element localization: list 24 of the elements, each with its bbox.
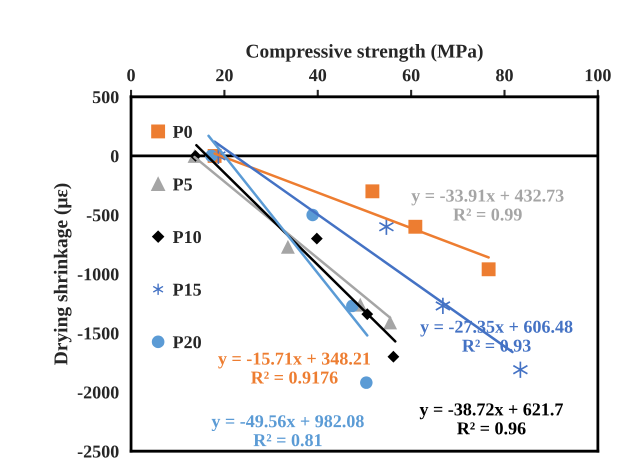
y-tick-label: -1500 xyxy=(78,327,119,340)
y-tick-label: 500 xyxy=(92,91,119,104)
legend-label: P15 xyxy=(172,284,201,296)
y-tick-label: -2000 xyxy=(78,386,119,399)
x-tick-label: 80 xyxy=(496,69,513,82)
y-tick-label: -2500 xyxy=(78,445,119,458)
legend-label: P10 xyxy=(172,230,201,244)
y-tick-label: 0 xyxy=(110,150,119,162)
annotation: y = -38.72x + 621.7 R² = 0.96 xyxy=(420,403,563,435)
x-tick-label: 40 xyxy=(308,69,326,82)
y-axis-title: Drying shrinkage (με) xyxy=(54,184,72,365)
x-tick-label: 60 xyxy=(402,69,420,82)
annotation: y = -49.56x + 982.08 R² = 0.81 xyxy=(212,415,364,446)
annotation: y = -33.91x + 432.73 R² = 0.99 xyxy=(411,190,564,221)
legend-label: P5 xyxy=(172,178,192,191)
x-tick-label: 0 xyxy=(127,69,135,82)
x-axis-title: Compressive strength (MPa) xyxy=(246,44,483,62)
y-tick-label: -1000 xyxy=(78,268,119,280)
legend-label: P20 xyxy=(172,336,201,348)
y-tick-label: -500 xyxy=(86,209,119,222)
x-tick-label: 100 xyxy=(586,69,611,82)
x-tick-label: 20 xyxy=(216,69,233,82)
legend-label: P0 xyxy=(172,126,192,138)
annotation: y = -15.71x + 348.21 R² = 0.9176 xyxy=(218,352,370,384)
